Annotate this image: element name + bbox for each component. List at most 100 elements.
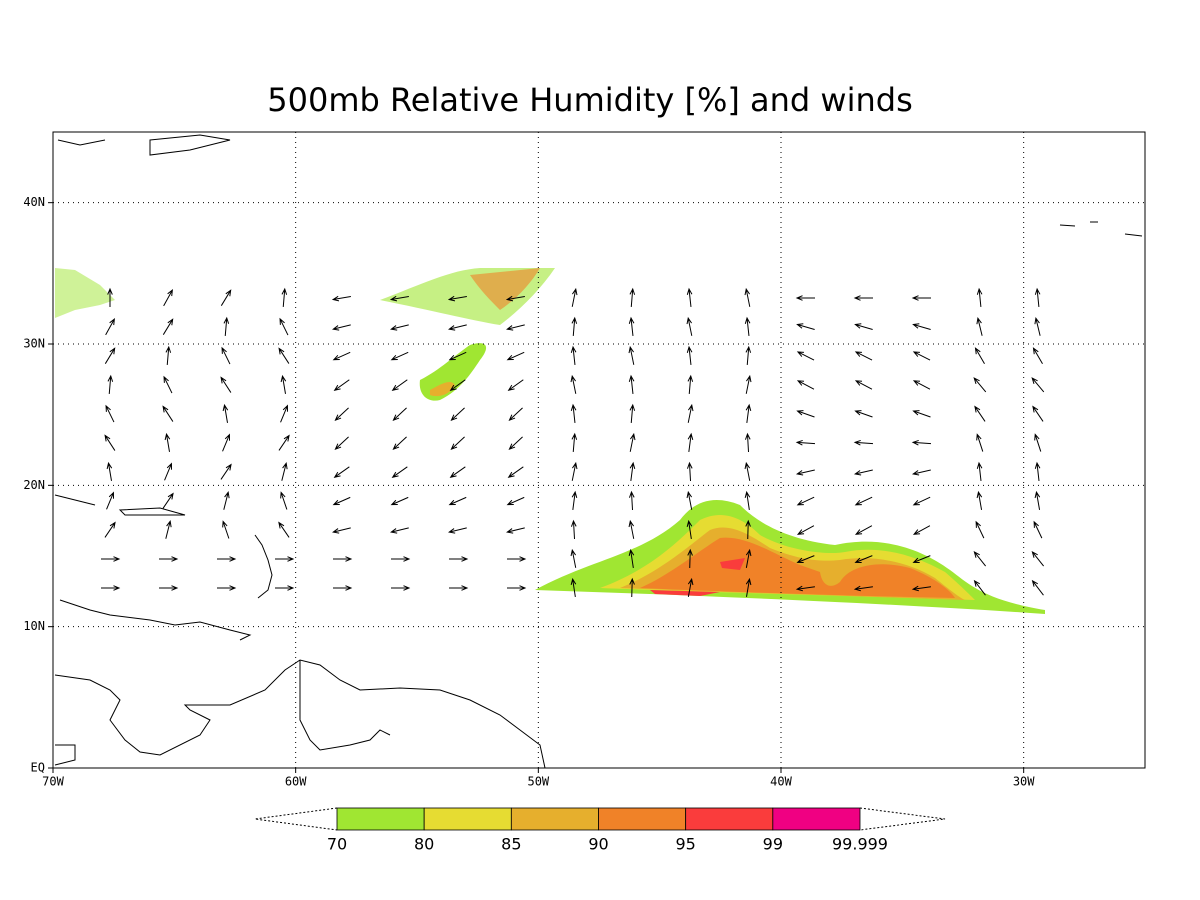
wind-arrow xyxy=(220,376,232,393)
wind-arrow xyxy=(745,374,752,394)
wind-vectors xyxy=(101,287,1045,598)
wind-arrow xyxy=(104,347,116,364)
wind-arrow xyxy=(390,527,409,534)
wind-arrow xyxy=(278,347,290,364)
wind-arrow xyxy=(222,403,229,423)
wind-arrow xyxy=(796,555,815,563)
wind-arrow xyxy=(1034,490,1041,510)
wind-arrow xyxy=(854,555,873,563)
wind-arrow xyxy=(222,520,230,539)
wind-arrow xyxy=(449,585,469,591)
wind-arrow xyxy=(106,461,113,481)
colorbar-label: 85 xyxy=(501,835,521,854)
wind-arrow xyxy=(279,317,289,336)
wind-arrow xyxy=(275,556,295,562)
y-tick-label: 10N xyxy=(23,619,45,633)
wind-arrow xyxy=(448,351,467,361)
wind-arrow xyxy=(507,379,524,391)
wind-arrow xyxy=(104,434,116,451)
wind-arrow xyxy=(506,351,525,361)
colorbar-swatch xyxy=(598,807,687,831)
wind-arrow xyxy=(1034,287,1041,308)
wind-arrow xyxy=(744,432,751,453)
x-tick-label: 60W xyxy=(285,775,307,789)
wind-arrow xyxy=(745,345,752,366)
wind-arrow xyxy=(221,346,231,365)
wind-arrow xyxy=(912,410,931,418)
y-tick-label: 20N xyxy=(23,478,45,492)
colorbar-label: 99.999 xyxy=(832,835,888,854)
wind-arrow xyxy=(104,521,116,538)
wind-arrow xyxy=(853,439,874,446)
wind-arrow xyxy=(796,351,815,361)
colorbar-swatch xyxy=(510,807,599,831)
wind-arrow xyxy=(1033,520,1043,539)
wind-arrow xyxy=(165,345,172,366)
wind-arrow xyxy=(976,461,983,481)
wind-arrow xyxy=(854,351,873,361)
wind-arrow xyxy=(506,527,525,534)
wind-arrow xyxy=(389,295,409,302)
wind-arrow xyxy=(628,548,635,568)
wind-arrow xyxy=(449,379,466,391)
map-frame xyxy=(52,131,1146,769)
wind-arrow xyxy=(686,461,693,482)
wind-arrow xyxy=(912,380,931,390)
wind-arrow xyxy=(506,324,525,331)
colorbar-label: 95 xyxy=(675,835,695,854)
wind-arrow xyxy=(796,380,815,390)
wind-arrow xyxy=(449,556,469,562)
colorbar-swatch xyxy=(685,807,774,831)
wind-arrow xyxy=(217,556,237,562)
colorbar-swatch xyxy=(772,807,861,831)
wind-arrow xyxy=(853,585,873,592)
wind-arrow xyxy=(390,324,409,331)
wind-arrow xyxy=(162,492,174,509)
wind-arrow xyxy=(912,351,931,361)
wind-arrow xyxy=(745,403,752,423)
wind-arrow xyxy=(744,490,751,510)
wind-arrow xyxy=(854,496,873,506)
wind-arrow xyxy=(912,323,931,330)
wind-arrow xyxy=(629,577,635,598)
wind-arrow xyxy=(570,403,577,424)
wind-arrow xyxy=(507,556,527,562)
wind-arrow xyxy=(278,521,290,538)
wind-arrow xyxy=(628,490,635,511)
wind-arrow xyxy=(449,466,466,478)
wind-arrow xyxy=(448,324,467,331)
wind-arrow xyxy=(332,324,351,331)
colorbar-label: 70 xyxy=(327,835,347,854)
wind-arrow xyxy=(506,496,525,506)
wind-arrow xyxy=(628,519,635,539)
wind-arrow xyxy=(687,577,694,597)
wind-arrow xyxy=(628,374,635,395)
wind-arrow xyxy=(912,496,931,506)
wind-arrow xyxy=(107,287,113,307)
wind-arrow xyxy=(912,525,931,535)
wind-arrow xyxy=(795,295,815,301)
wind-arrow xyxy=(334,436,349,451)
colorbar-label: 80 xyxy=(414,835,434,854)
wind-arrow xyxy=(628,316,635,337)
wind-arrow xyxy=(333,585,353,591)
wind-arrow xyxy=(629,287,636,308)
wind-arrow xyxy=(1032,405,1044,422)
wind-arrow xyxy=(571,316,578,337)
wind-arrow xyxy=(281,287,288,308)
wind-arrow xyxy=(220,289,232,306)
wind-arrow xyxy=(391,379,408,391)
wind-arrow xyxy=(628,345,635,365)
wind-arrow xyxy=(332,496,351,506)
wind-arrow xyxy=(745,519,751,540)
wind-arrow xyxy=(796,323,815,330)
wind-arrow xyxy=(280,404,288,423)
y-tick-label: EQ xyxy=(31,761,45,775)
wind-arrow xyxy=(1031,579,1044,596)
wind-arrow xyxy=(976,317,983,336)
wind-arrow xyxy=(974,347,985,365)
wind-arrow xyxy=(280,374,287,394)
coastlines xyxy=(54,134,1143,769)
wind-arrow xyxy=(101,556,121,562)
wind-arrow xyxy=(223,491,230,510)
